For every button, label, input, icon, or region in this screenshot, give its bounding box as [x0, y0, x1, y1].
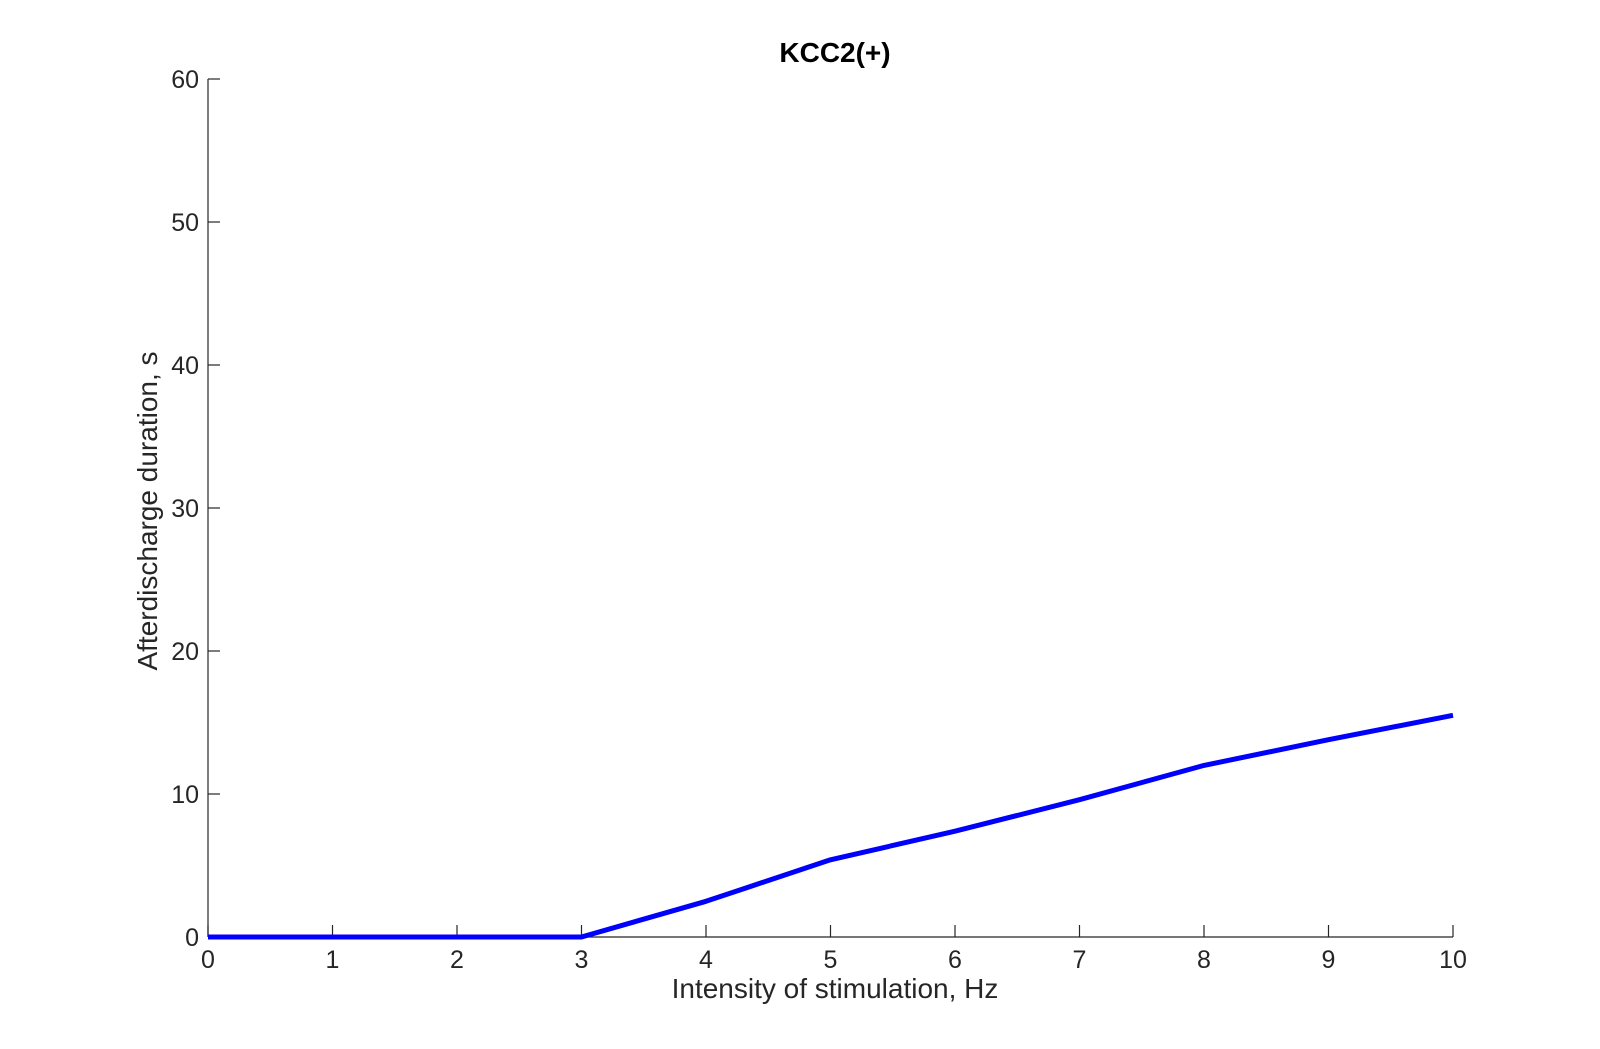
y-axis-label: Afterdischarge duration, s — [132, 351, 163, 670]
y-tick-label: 40 — [171, 352, 199, 380]
x-tick-label: 9 — [1322, 946, 1336, 974]
x-tick-label: 5 — [824, 946, 838, 974]
x-axis-label: Intensity of stimulation, Hz — [672, 973, 999, 1004]
y-tick-label: 30 — [171, 495, 199, 523]
x-tick-label: 4 — [699, 946, 713, 974]
x-tick-label: 3 — [575, 946, 589, 974]
x-axis-ticks: 0 1 2 3 4 5 6 7 8 9 10 — [201, 925, 1467, 974]
y-tick-label: 50 — [171, 209, 199, 237]
y-tick-label: 60 — [171, 66, 199, 94]
x-tick-label: 2 — [450, 946, 464, 974]
y-tick-label: 10 — [171, 781, 199, 809]
x-tick-label: 6 — [948, 946, 962, 974]
x-tick-label: 1 — [326, 946, 340, 974]
y-axis-ticks: 0 10 20 30 40 50 60 — [171, 66, 220, 952]
y-tick-label: 0 — [185, 924, 199, 952]
x-tick-label: 10 — [1439, 946, 1467, 974]
series-layer — [208, 712, 1454, 940]
y-tick-label: 20 — [171, 638, 199, 666]
x-tick-label: 8 — [1197, 946, 1211, 974]
chart-title: KCC2(+) — [779, 37, 890, 68]
x-tick-label: 7 — [1073, 946, 1087, 974]
axes — [207, 79, 1453, 938]
x-tick-label: 0 — [201, 946, 215, 974]
series-line-1 — [208, 712, 1454, 940]
